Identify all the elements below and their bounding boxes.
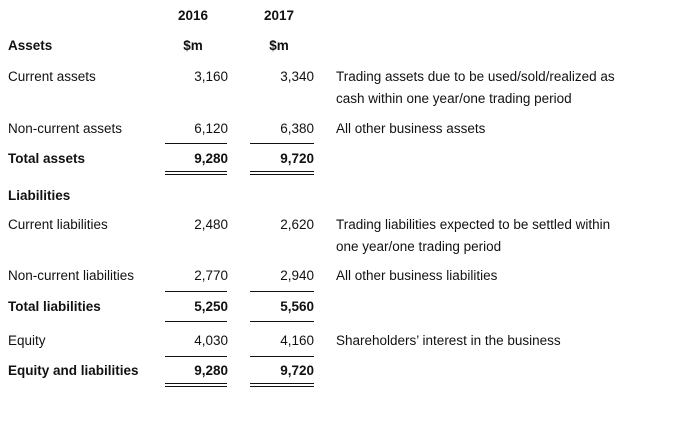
value-equity-2017: 4,160 [280,333,314,348]
section-heading-liabilities: Liabilities [8,188,71,203]
unit-label-2017: $m [269,38,289,53]
desc-current-liabilities-line2: one year/one trading period [336,239,502,254]
value-total-liabilities-2017: 5,560 [280,299,314,314]
double-rule [165,171,227,175]
desc-current-assets-line2: cash within one year/one trading period [336,91,572,106]
value-current-liabilities-2016: 2,480 [194,217,228,232]
value-current-liabilities-2017: 2,620 [280,217,314,232]
column-header-2017: 2017 [263,8,295,23]
value-equity-2016: 4,030 [194,333,228,348]
rule-line [250,321,314,322]
value-current-assets-2017: 3,340 [280,69,314,84]
value-current-assets-2016: 3,160 [194,69,228,84]
desc-non-current-liabilities: All other business liabilities [336,268,498,283]
row-label-total-assets: Total assets [8,151,86,166]
double-rule [250,171,314,175]
desc-current-assets-line1: Trading assets due to be used/sold/reali… [336,69,615,84]
desc-current-liabilities-line1: Trading liabilities expected to be settl… [336,217,611,232]
rule-line [250,356,314,357]
row-label-current-liabilities: Current liabilities [8,217,108,232]
value-non-current-liabilities-2016: 2,770 [194,268,228,283]
rule-line [165,356,227,357]
row-label-equity: Equity [8,333,46,348]
unit-label-2016: $m [183,38,203,53]
section-heading-assets: Assets [8,38,53,53]
value-equity-and-liabilities-2017: 9,720 [280,363,314,378]
value-total-liabilities-2016: 5,250 [194,299,228,314]
rule-line [165,321,227,322]
rule-line [250,143,314,144]
value-total-assets-2017: 9,720 [280,151,314,166]
row-label-equity-and-liabilities: Equity and liabilities [8,363,139,378]
row-label-non-current-liabilities: Non-current liabilities [8,268,135,283]
row-label-total-liabilities: Total liabilities [8,299,101,314]
double-rule [165,383,227,387]
desc-equity: Shareholders’ interest in the business [336,333,561,348]
value-equity-and-liabilities-2016: 9,280 [194,363,228,378]
rule-line [165,291,227,292]
double-rule [250,383,314,387]
value-total-assets-2016: 9,280 [194,151,228,166]
row-label-current-assets: Current assets [8,69,96,84]
rule-line [165,143,227,144]
value-non-current-assets-2016: 6,120 [194,121,228,136]
value-non-current-liabilities-2017: 2,940 [280,268,314,283]
rule-line [250,291,314,292]
row-label-non-current-assets: Non-current assets [8,121,123,136]
value-non-current-assets-2017: 6,380 [280,121,314,136]
desc-non-current-assets: All other business assets [336,121,486,136]
column-header-2016: 2016 [177,8,209,23]
